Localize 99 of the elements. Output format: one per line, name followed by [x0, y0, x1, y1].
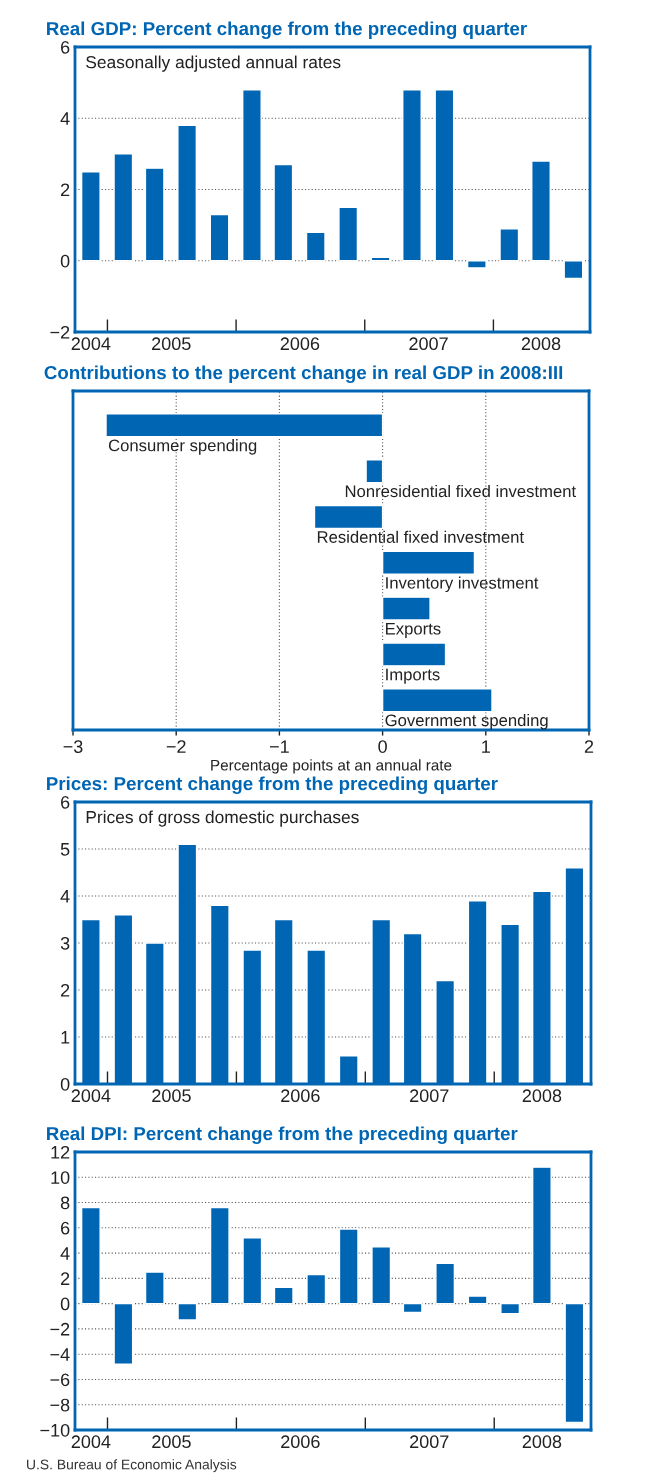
chart-title: Contributions to the percent change in real GDP in 2008:III — [44, 365, 563, 383]
bar — [402, 1302, 423, 1314]
bar — [113, 1302, 134, 1365]
bar — [370, 256, 391, 262]
x-tick-label: 2008 — [521, 337, 561, 351]
y-tick-label: −6 — [50, 1373, 70, 1387]
y-tick-label: 8 — [60, 1196, 70, 1210]
y-tick-label: Residential fixed investment — [317, 530, 524, 543]
bar — [381, 642, 447, 667]
bar — [177, 1302, 198, 1321]
x-tick-label: −3 — [63, 740, 83, 753]
y-tick-label: Nonresidential fixed investment — [345, 484, 576, 498]
bar — [381, 688, 493, 713]
x-tick-label: 2004 — [71, 337, 111, 351]
bar — [80, 170, 101, 262]
bar — [531, 160, 551, 262]
bar — [305, 231, 326, 262]
y-tick-label: 2 — [61, 983, 70, 997]
y-tick-label: 4 — [60, 112, 70, 125]
annotation: Prices of gross domestic purchases — [86, 810, 359, 827]
bar — [499, 227, 520, 262]
y-tick-label: 3 — [60, 936, 70, 950]
x-tick-label: 2006 — [281, 1435, 320, 1449]
bar — [434, 89, 455, 262]
bar — [313, 504, 384, 530]
bar — [113, 153, 134, 262]
bar — [209, 1206, 230, 1305]
bar — [306, 1273, 327, 1305]
y-tick-label: Exports — [386, 622, 441, 638]
bar — [381, 596, 431, 621]
bar — [467, 1295, 488, 1305]
y-tick-label: 0 — [60, 254, 70, 268]
y-tick-label: 12 — [51, 1145, 70, 1159]
bar — [564, 1302, 585, 1424]
bar — [105, 413, 384, 438]
x-tick-label: −1 — [270, 740, 289, 753]
bar — [177, 124, 198, 262]
chart-title: Prices: Percent change from the preceding quarter — [47, 776, 498, 794]
x-tick-label: −2 — [166, 740, 186, 753]
y-tick-label: 6 — [61, 1221, 70, 1235]
text: U.S. Bureau of Economic Analysis — [27, 1459, 237, 1473]
bar — [563, 260, 584, 280]
y-tick-label: Inventory investment — [386, 576, 539, 593]
y-tick-label: 0 — [60, 1297, 70, 1311]
bar — [338, 206, 359, 262]
x-axis-title: Percentage points at an annual rate — [211, 759, 452, 774]
chart-title: Real DPI: Percent change from the preceding quarter — [47, 1126, 518, 1144]
chart-title: Real GDP: Percent change from the preceding quarter — [47, 21, 527, 39]
y-tick-label: 4 — [60, 890, 70, 903]
y-tick-label: −4 — [50, 1348, 70, 1361]
bar — [242, 1237, 263, 1305]
bar — [402, 89, 422, 262]
y-tick-label: −10 — [40, 1423, 70, 1437]
x-tick-label: 2005 — [152, 1089, 191, 1103]
y-tick-label: 1 — [61, 1031, 70, 1044]
bar — [144, 167, 165, 262]
bar — [381, 550, 476, 575]
bar — [273, 1286, 294, 1305]
y-tick-label: Imports — [386, 668, 440, 684]
x-tick-label: 2007 — [409, 337, 448, 351]
bar — [531, 1166, 552, 1305]
y-tick-label: −8 — [50, 1398, 70, 1412]
x-tick-label: 2004 — [71, 1435, 111, 1449]
bar — [209, 213, 230, 262]
annotation: Seasonally adjusted annual rates — [86, 55, 341, 72]
x-tick-label: 2006 — [280, 337, 320, 351]
x-tick-label: 2006 — [281, 1089, 320, 1103]
x-tick-label: 2005 — [152, 337, 191, 351]
y-tick-label: −2 — [50, 1322, 70, 1336]
x-tick-label: 0 — [378, 740, 387, 753]
y-tick-label: 0 — [60, 1077, 70, 1091]
y-tick-label: 6 — [61, 40, 70, 54]
bar — [365, 459, 384, 484]
x-tick-label: 2 — [584, 740, 594, 753]
bar — [435, 1262, 456, 1305]
y-tick-label: 6 — [61, 795, 70, 809]
bar — [500, 1302, 521, 1315]
bar — [80, 1206, 101, 1305]
x-tick-label: 2005 — [152, 1435, 191, 1449]
y-tick-label: 2 — [61, 183, 70, 197]
y-tick-label: 2 — [61, 1272, 70, 1285]
bar — [466, 260, 487, 269]
y-tick-label: Government spending — [385, 713, 548, 730]
x-tick-label: 2008 — [522, 1089, 562, 1103]
x-tick-label: 2004 — [71, 1089, 111, 1103]
bar — [144, 1271, 165, 1305]
x-tick-label: 2007 — [410, 1089, 449, 1103]
bar — [242, 89, 262, 262]
y-tick-label: −2 — [50, 325, 70, 339]
y-tick-label: 5 — [60, 843, 70, 856]
bar — [338, 1228, 359, 1305]
x-tick-label: 2008 — [522, 1435, 562, 1449]
y-tick-label: Consumer spending — [108, 439, 257, 455]
bar — [371, 1246, 392, 1305]
x-tick-label: 1 — [482, 740, 490, 753]
y-tick-label: 10 — [51, 1171, 70, 1184]
bar — [273, 163, 294, 262]
x-tick-label: 2007 — [410, 1435, 449, 1449]
y-tick-label: 4 — [60, 1247, 70, 1260]
